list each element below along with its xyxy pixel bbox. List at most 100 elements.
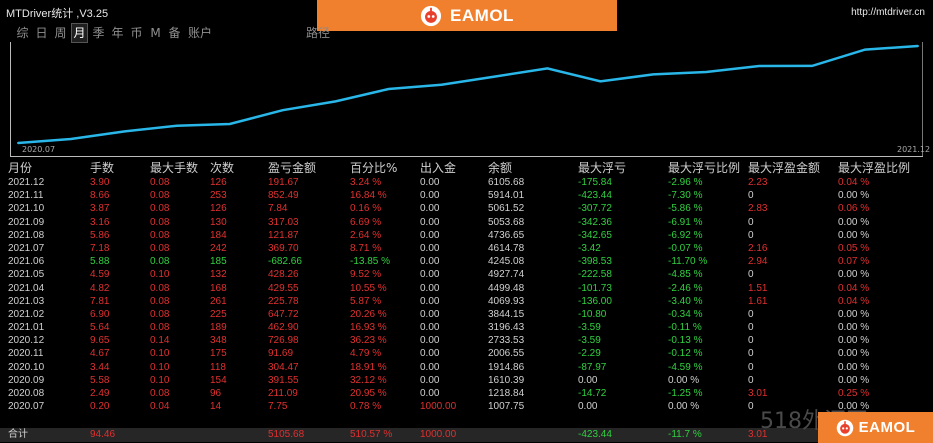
balance-point-2021.01 <box>334 100 337 103</box>
tab-notes[interactable]: 备 <box>168 26 181 40</box>
table-row[interactable]: 2021.04 4.82 0.08 168 429.55 10.55 % 0.00 4499.… <box>0 282 933 295</box>
cell-pnl: 647.72 <box>268 308 299 320</box>
cell-profitratio: 0.00 % <box>838 374 870 386</box>
balance-point-2021.10 <box>811 64 814 67</box>
table-row[interactable]: 2021.08 5.86 0.08 184 121.87 2.64 % 0.00 4736.6… <box>0 229 933 242</box>
table-row[interactable]: 2020.07 0.20 0.04 14 7.75 0.78 % 1000.00 1007.7… <box>0 400 933 413</box>
table-row[interactable]: 2021.11 8.66 0.08 253 852.49 16.84 % 0.00 5914.… <box>0 189 933 202</box>
cell-count: 261 <box>210 295 227 307</box>
cell-maxprofit: 2.23 <box>748 177 768 188</box>
table-row[interactable]: 2021.03 7.81 0.08 261 225.78 5.87 % 0.00 4069.9… <box>0 295 933 308</box>
header-max-lots: 最大手数 <box>150 161 199 175</box>
header-percent: 百分比% <box>350 161 398 175</box>
cell-count: 126 <box>210 177 227 188</box>
cell-maxprofit: 2.83 <box>748 203 768 215</box>
cell-lots: 0.20 <box>90 401 110 413</box>
x-axis-end-label: 2021.12 <box>897 145 931 154</box>
cell-profitratio: 0.07 % <box>838 256 870 268</box>
cell-lots: 5.88 <box>90 256 110 268</box>
header-deposit: 出入金 <box>420 161 457 175</box>
chart-border-right <box>922 42 923 156</box>
table-row[interactable]: 2021.02 6.90 0.08 225 647.72 20.26 % 0.00 3844.… <box>0 308 933 321</box>
cell-maxprofit: 0 <box>748 348 754 360</box>
table-row[interactable]: 2021.12 3.90 0.08 126 191.67 3.24 % 0.00 6105.6… <box>0 176 933 189</box>
cell-month: 2021.07 <box>8 242 45 254</box>
tab-year[interactable]: 年 <box>111 26 124 40</box>
tab-week[interactable]: 周 <box>54 26 67 40</box>
cell-maxdd: -423.44 <box>578 190 612 202</box>
cell-bal: 5061.52 <box>488 203 525 215</box>
table-row[interactable]: 2021.07 7.18 0.08 242 369.70 8.71 % 0.00 4614.7… <box>0 242 933 255</box>
cell-pnl: 304.47 <box>268 361 299 373</box>
balance-point-2021.02 <box>387 88 390 90</box>
cell-pct: 32.12 % <box>350 374 387 386</box>
cell-month: 2020.08 <box>8 388 45 399</box>
tab-currency[interactable]: 币 <box>130 26 143 40</box>
cell-ddratio: -5.86 % <box>668 203 703 215</box>
cell-maxlots: 0.08 <box>150 295 170 307</box>
header-drawdown-ratio: 最大浮亏比例 <box>668 161 741 175</box>
table-row[interactable]: 2020.10 3.44 0.10 118 304.47 18.91 % 0.00 1914.… <box>0 361 933 374</box>
cell-maxprofit: 0 <box>748 401 754 413</box>
cell-maxdd: -10.80 <box>578 308 607 320</box>
cell-ddratio: -7.30 % <box>668 190 703 202</box>
robot-logo-icon <box>420 5 442 26</box>
cell-bal: 4245.08 <box>488 256 525 268</box>
cell-io: 0.00 <box>420 190 440 202</box>
cell-pnl: 211.09 <box>268 388 298 399</box>
x-axis-start-label: 2020.07 <box>22 145 56 154</box>
cell-pnl: -682.66 <box>268 256 302 268</box>
table-row[interactable]: 2020.08 2.49 0.08 96 211.09 20.95 % 0.00 1218.8… <box>0 387 933 400</box>
cell-profitratio: 0.00 % <box>838 269 870 281</box>
cell-maxdd: -3.59 <box>578 335 601 347</box>
cell-count: 253 <box>210 190 227 202</box>
cell-profitratio: 0.00 % <box>838 322 870 334</box>
path-label[interactable]: 路径 <box>306 26 331 40</box>
cell-maxprofit: 1.51 <box>748 282 768 294</box>
tab-m[interactable]: M <box>150 26 161 40</box>
cell-count: 96 <box>210 388 222 399</box>
balance-series-line <box>17 44 919 145</box>
cell-io: 0.00 <box>420 242 440 254</box>
cell-maxprofit: 2.16 <box>748 242 768 254</box>
balance-point-2020.08 <box>69 138 72 140</box>
cell-maxprofit: 0 <box>748 216 754 228</box>
cell-lots: 5.86 <box>90 229 110 241</box>
table-row[interactable]: 2021.09 3.16 0.08 130 317.03 6.69 % 0.00 5053.6… <box>0 216 933 229</box>
cell-count: 154 <box>210 374 227 386</box>
cell-month: 2020.10 <box>8 361 45 373</box>
table-row[interactable]: 2021.05 4.59 0.10 132 428.26 9.52 % 0.00 4927.7… <box>0 268 933 281</box>
table-row[interactable]: 2021.10 3.87 0.08 126 7.84 0.16 % 0.00 5061.52 -… <box>0 202 933 215</box>
cell-maxlots: 0.08 <box>150 388 170 399</box>
cell-month: 2021.01 <box>8 322 45 334</box>
cell-pnl: 7.84 <box>268 203 288 215</box>
cell-maxdd: -307.72 <box>578 203 612 215</box>
table-row[interactable]: 2020.12 9.65 0.14 348 726.98 36.23 % 0.00 2733.… <box>0 334 933 347</box>
header-count: 次数 <box>210 161 235 175</box>
cell-pct: -13.85 % <box>350 256 391 268</box>
cell-profitratio: 0.00 % <box>838 348 870 360</box>
cell-ddratio: -6.91 % <box>668 216 703 228</box>
tab-month[interactable]: 月 <box>71 23 88 43</box>
table-row[interactable]: 2020.09 5.58 0.10 154 391.55 32.12 % 0.00 1610.… <box>0 374 933 387</box>
cell-maxprofit: 0 <box>748 190 754 202</box>
cell-maxprofit: 2.94 <box>748 256 768 268</box>
tab-day[interactable]: 日 <box>35 26 48 40</box>
cell-pct: 3.24 % <box>350 177 382 188</box>
cell-pct: 10.55 % <box>350 282 387 294</box>
balance-point-2020.12 <box>281 109 284 112</box>
cell-count: 242 <box>210 242 227 254</box>
tab-overview[interactable]: 综 <box>16 26 29 40</box>
table-row[interactable]: 2020.11 4.67 0.10 175 91.69 4.79 % 0.00 2006.55… <box>0 347 933 360</box>
cell-count: 225 <box>210 308 227 320</box>
cell-ddratio: -0.34 % <box>668 308 703 320</box>
total-lots: 94.46 <box>90 429 116 440</box>
cell-ddratio: -2.96 % <box>668 177 703 188</box>
tab-quarter[interactable]: 季 <box>92 26 105 40</box>
table-row[interactable]: 2021.06 5.88 0.08 185 -682.66 -13.85 % 0.00 424… <box>0 255 933 268</box>
tab-account[interactable]: 账户 <box>187 26 212 40</box>
table-row[interactable]: 2021.01 5.64 0.08 189 462.90 16.93 % 0.00 3196.… <box>0 321 933 334</box>
cell-month: 2021.05 <box>8 269 45 281</box>
site-url-link[interactable]: http://mtdriver.cn <box>851 7 925 18</box>
brand-banner: EAMOL <box>317 0 617 31</box>
